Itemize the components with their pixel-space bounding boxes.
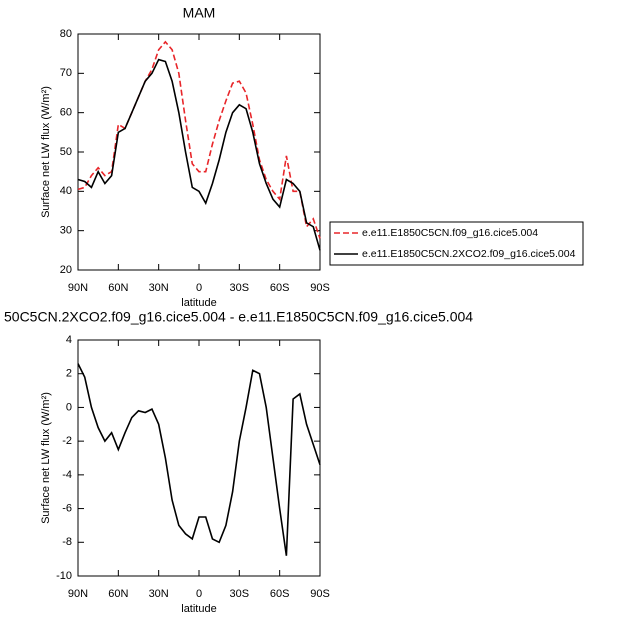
y-tick-label: 80 (60, 28, 72, 40)
y-tick-label: 40 (60, 185, 72, 197)
y-tick-label: 20 (60, 264, 72, 276)
y-tick-label: -4 (62, 469, 72, 481)
x-tick-label: 30N (149, 588, 169, 600)
x-tick-label: 60N (108, 588, 128, 600)
x-axis-label: latitude (181, 297, 216, 309)
y-tick-label: 30 (60, 225, 72, 237)
y-tick-label: 0 (66, 401, 72, 413)
x-tick-label: 90N (68, 588, 88, 600)
y-tick-label: -10 (56, 570, 72, 582)
chart-title: 50C5CN.2XCO2.f09_g16.cice5.004 - e.e11.E… (4, 309, 473, 325)
y-tick-label: -8 (62, 536, 72, 548)
y-axis-label: Surface net LW flux (W/m²) (40, 86, 52, 218)
legend-label: e.e11.E1850C5CN.2XCO2.f09_g16.cice5.004 (362, 248, 576, 260)
series-line (77, 58, 321, 251)
y-tick-label: 70 (60, 67, 72, 79)
x-tick-label: 60N (108, 282, 128, 294)
chart-title: MAM (183, 5, 216, 21)
x-tick-label: 60S (270, 588, 290, 600)
y-tick-label: 50 (60, 146, 72, 158)
x-tick-label: 30S (230, 282, 250, 294)
x-tick-label: 90S (310, 588, 330, 600)
x-axis-label: latitude (181, 603, 216, 615)
x-tick-label: 90N (68, 282, 88, 294)
x-tick-label: 0 (196, 282, 202, 294)
y-tick-label: 60 (60, 107, 72, 119)
y-tick-label: -2 (62, 435, 72, 447)
y-tick-label: 2 (66, 368, 72, 380)
y-tick-label: 4 (66, 334, 72, 346)
x-tick-label: 30S (230, 588, 250, 600)
x-tick-label: 0 (196, 588, 202, 600)
x-tick-label: 30N (149, 282, 169, 294)
y-axis-label: Surface net LW flux (W/m²) (40, 392, 52, 524)
x-tick-label: 90S (310, 282, 330, 294)
x-tick-label: 60S (270, 282, 290, 294)
y-tick-label: -6 (62, 502, 72, 514)
legend-label: e.e11.E1850C5CN.f09_g16.cice5.004 (362, 227, 538, 239)
legend-box (329, 221, 584, 266)
series-line (77, 40, 321, 239)
series-line (77, 363, 321, 556)
